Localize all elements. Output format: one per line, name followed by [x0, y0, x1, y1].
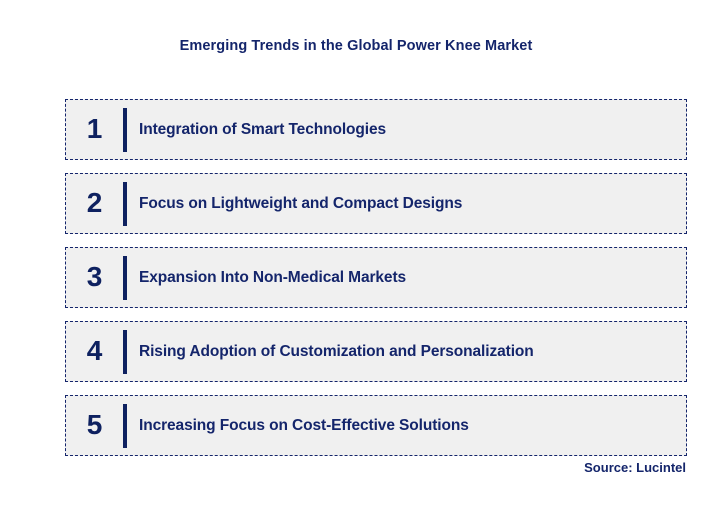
list-item: 2 Focus on Lightweight and Compact Desig…: [65, 173, 687, 234]
vertical-divider-icon: [123, 107, 127, 152]
vertical-divider-icon: [123, 403, 127, 448]
trend-number: 5: [86, 408, 103, 440]
trend-label: Increasing Focus on Cost-Effective Solut…: [139, 416, 469, 434]
page-title: Emerging Trends in the Global Power Knee…: [179, 38, 533, 54]
source-note: Source: Lucintel: [584, 460, 686, 475]
list-item: 5 Increasing Focus on Cost-Effective Sol…: [65, 395, 687, 456]
trend-label: Expansion Into Non-Medical Markets: [139, 268, 407, 286]
vertical-divider-icon: [123, 181, 127, 226]
vertical-divider-icon: [123, 255, 127, 300]
trend-list: 1 Integration of Smart Technologies 2 Fo…: [65, 99, 687, 456]
trend-number: 1: [86, 112, 103, 144]
list-item: 3 Expansion Into Non-Medical Markets: [65, 247, 687, 308]
trend-number: 2: [86, 186, 103, 218]
trend-label: Integration of Smart Technologies: [139, 120, 387, 138]
trend-number: 4: [86, 334, 103, 366]
trend-number: 3: [86, 260, 103, 292]
trend-label: Rising Adoption of Customization and Per…: [139, 342, 534, 360]
trend-label: Focus on Lightweight and Compact Designs: [139, 194, 463, 212]
list-item: 1 Integration of Smart Technologies: [65, 99, 687, 160]
list-item: 4 Rising Adoption of Customization and P…: [65, 321, 687, 382]
vertical-divider-icon: [123, 329, 127, 374]
